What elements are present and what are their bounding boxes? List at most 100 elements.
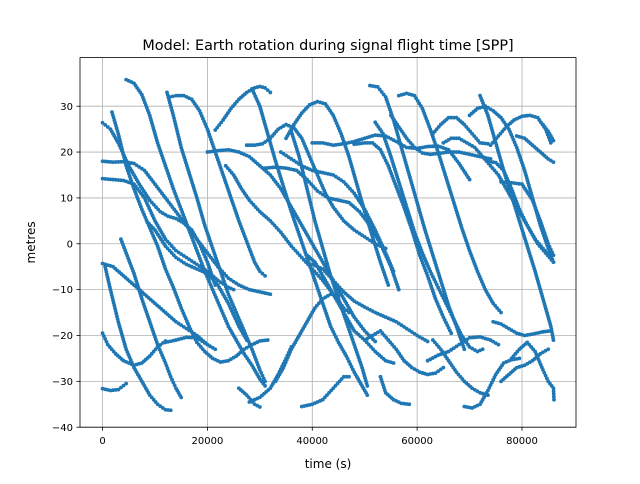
x-axis-ticks: 0 20000 40000 60000 80000 — [99, 427, 538, 447]
series-track — [541, 122, 556, 143]
data-point — [116, 387, 121, 392]
data-point — [550, 250, 555, 255]
data-point — [170, 94, 175, 99]
series-track — [378, 374, 412, 407]
data-point — [551, 394, 556, 399]
data-point — [260, 271, 265, 276]
series-track — [425, 334, 501, 363]
data-point — [551, 386, 556, 391]
data-point — [446, 115, 451, 120]
data-point — [341, 374, 346, 379]
data-point — [551, 253, 556, 258]
data-point — [488, 157, 493, 161]
series-track — [124, 77, 267, 388]
series-track — [223, 163, 351, 315]
data-point — [480, 347, 485, 352]
data-point — [310, 140, 315, 145]
data-point — [541, 367, 545, 372]
series-track — [165, 90, 267, 384]
data-point — [365, 393, 370, 397]
data-point — [268, 292, 273, 297]
data-point — [170, 377, 174, 382]
data-point — [261, 376, 266, 381]
data-point — [257, 269, 262, 274]
data-point — [171, 380, 176, 385]
y-tick-label: 20 — [60, 148, 73, 159]
data-point — [263, 85, 267, 90]
y-tick-label: 10 — [60, 194, 73, 205]
data-point — [499, 310, 503, 315]
data-point — [167, 95, 172, 99]
data-point — [260, 373, 265, 378]
data-point — [265, 338, 270, 342]
data-point — [396, 287, 401, 292]
y-tick-label: −20 — [52, 331, 73, 342]
data-point — [441, 365, 446, 370]
y-tick-label: −10 — [52, 285, 73, 296]
series-track — [368, 83, 467, 352]
data-point — [174, 93, 178, 98]
data-point — [548, 247, 553, 252]
data-point — [172, 383, 177, 388]
data-point — [551, 160, 556, 165]
y-axis-ticks: −40 −30 −20 −10 0 10 20 30 — [52, 102, 80, 434]
x-tick-label: 40000 — [296, 436, 328, 447]
data-point — [344, 374, 349, 379]
series-track — [491, 319, 553, 338]
series-track — [163, 335, 210, 347]
data-point — [268, 90, 273, 95]
data-point — [451, 136, 456, 141]
series-track — [213, 84, 273, 132]
data-point — [496, 342, 501, 347]
data-point — [101, 334, 106, 338]
data-point — [100, 120, 105, 125]
data-point — [449, 331, 454, 336]
data-point — [263, 384, 267, 388]
data-point — [551, 138, 556, 143]
data-point — [205, 342, 210, 347]
data-point — [451, 115, 456, 120]
data-point — [257, 405, 262, 409]
series-track — [119, 237, 184, 400]
series-track — [462, 356, 522, 410]
series-track — [250, 86, 370, 397]
data-point — [449, 136, 454, 141]
data-point — [543, 373, 548, 378]
data-point — [231, 287, 236, 292]
data-point — [386, 283, 391, 287]
x-tick-label: 20000 — [192, 436, 224, 447]
data-point — [551, 260, 556, 265]
x-tick-label: 0 — [99, 436, 105, 447]
series-track — [486, 159, 553, 260]
data-point — [213, 347, 218, 352]
chart-title: Model: Earth rotation during signal flig… — [142, 38, 513, 54]
data-point — [548, 140, 553, 145]
y-tick-label: −40 — [52, 423, 73, 434]
data-point — [391, 361, 396, 365]
data-point — [548, 255, 553, 260]
data-point — [168, 374, 173, 379]
data-point — [368, 140, 372, 145]
series-track — [499, 179, 556, 258]
data-point — [449, 150, 454, 154]
data-point — [347, 374, 351, 379]
data-point — [265, 88, 270, 93]
data-point — [119, 385, 123, 390]
data-point — [462, 347, 467, 352]
x-tick-label: 80000 — [506, 436, 538, 447]
series-track — [430, 115, 490, 146]
data-point — [105, 125, 110, 129]
data-point — [312, 140, 317, 145]
data-point — [100, 331, 105, 336]
data-point — [391, 269, 396, 274]
data-point — [168, 408, 173, 413]
series-track — [299, 374, 351, 409]
plot-frame — [79, 57, 577, 428]
data-point — [551, 389, 556, 393]
data-point — [449, 115, 454, 120]
data-point — [425, 339, 430, 344]
data-point — [103, 337, 108, 341]
series-track — [499, 347, 551, 384]
